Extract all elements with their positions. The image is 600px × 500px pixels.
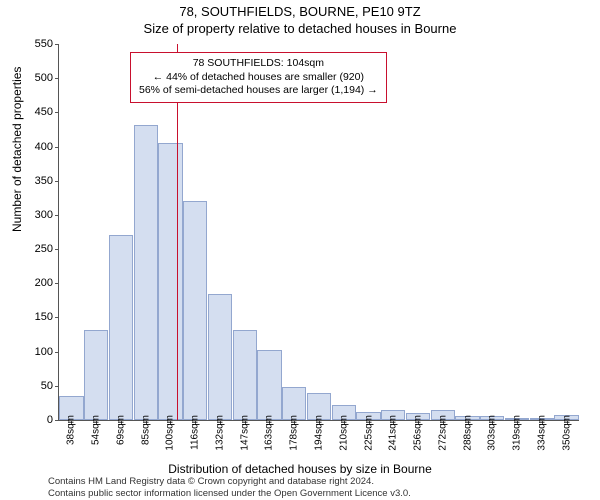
x-tick-label: 100sqm — [165, 415, 176, 451]
y-tick-mark — [55, 147, 59, 148]
x-tick-label: 303sqm — [487, 415, 498, 451]
annotation-line2: ← 44% of detached houses are smaller (92… — [139, 71, 378, 85]
y-tick-label: 500 — [19, 72, 53, 84]
y-tick-label: 350 — [19, 175, 53, 187]
x-tick-label: 85sqm — [140, 415, 151, 445]
chart-area: 05010015020025030035040045050055038sqm54… — [58, 44, 578, 420]
y-tick-mark — [55, 420, 59, 421]
y-tick-mark — [55, 78, 59, 79]
title-main: 78, SOUTHFIELDS, BOURNE, PE10 9TZ — [0, 0, 600, 19]
y-tick-label: 250 — [19, 243, 53, 255]
x-tick-label: 116sqm — [190, 415, 201, 450]
bar — [158, 143, 182, 420]
x-tick-label: 334sqm — [536, 415, 547, 451]
y-tick-mark — [55, 249, 59, 250]
y-tick-mark — [55, 283, 59, 284]
y-tick-label: 400 — [19, 141, 53, 153]
x-tick-label: 272sqm — [437, 415, 448, 451]
footer-line2: Contains public sector information licen… — [48, 488, 411, 500]
bar — [183, 201, 207, 420]
x-tick-label: 288sqm — [462, 415, 473, 451]
y-tick-mark — [55, 215, 59, 216]
x-tick-label: 69sqm — [115, 415, 126, 445]
y-tick-label: 150 — [19, 311, 53, 323]
x-tick-label: 225sqm — [363, 415, 374, 451]
y-tick-label: 300 — [19, 209, 53, 221]
bar — [84, 330, 108, 420]
x-tick-label: 350sqm — [561, 415, 572, 451]
bar — [109, 235, 133, 420]
y-tick-label: 50 — [19, 380, 53, 392]
y-tick-mark — [55, 181, 59, 182]
x-tick-label: 178sqm — [289, 415, 300, 451]
y-tick-mark — [55, 352, 59, 353]
y-tick-mark — [55, 112, 59, 113]
x-tick-label: 319sqm — [512, 415, 523, 451]
title-sub: Size of property relative to detached ho… — [0, 19, 600, 36]
annotation-line3: 56% of semi-detached houses are larger (… — [139, 84, 378, 98]
y-tick-label: 100 — [19, 346, 53, 358]
x-tick-label: 163sqm — [264, 415, 275, 451]
annotation-line1: 78 SOUTHFIELDS: 104sqm — [139, 57, 378, 71]
bar — [257, 350, 281, 420]
x-tick-label: 194sqm — [314, 415, 325, 451]
x-axis-label: Distribution of detached houses by size … — [0, 462, 600, 476]
x-tick-label: 210sqm — [338, 415, 349, 451]
y-tick-label: 0 — [19, 414, 53, 426]
x-tick-label: 241sqm — [388, 415, 399, 451]
bar — [134, 125, 158, 420]
footer-line1: Contains HM Land Registry data © Crown c… — [48, 476, 411, 488]
y-tick-mark — [55, 44, 59, 45]
y-tick-label: 550 — [19, 38, 53, 50]
footer: Contains HM Land Registry data © Crown c… — [48, 476, 411, 500]
bar — [208, 294, 232, 420]
annotation-box: 78 SOUTHFIELDS: 104sqm ← 44% of detached… — [130, 52, 387, 103]
x-tick-label: 132sqm — [214, 415, 225, 451]
y-tick-mark — [55, 386, 59, 387]
x-tick-label: 256sqm — [413, 415, 424, 451]
x-tick-label: 54sqm — [91, 415, 102, 445]
bar — [233, 330, 257, 420]
y-tick-label: 200 — [19, 277, 53, 289]
y-tick-label: 450 — [19, 106, 53, 118]
x-tick-label: 147sqm — [239, 415, 250, 451]
y-tick-mark — [55, 317, 59, 318]
x-tick-label: 38sqm — [66, 415, 77, 445]
